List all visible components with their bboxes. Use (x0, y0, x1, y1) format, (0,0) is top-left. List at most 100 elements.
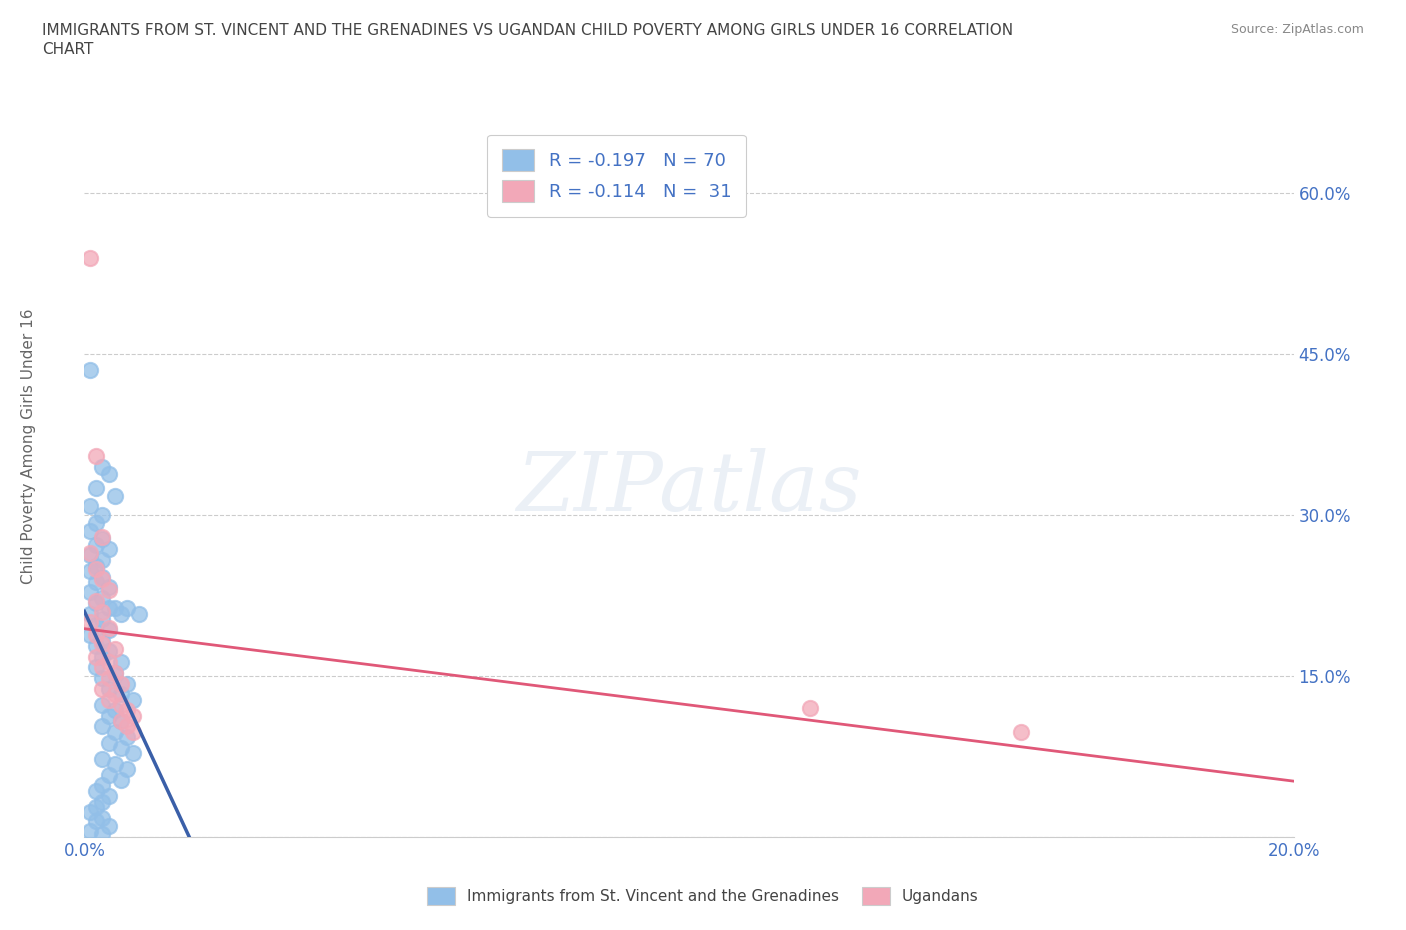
Point (97, 579, 120, 594)
Point (97, 622, 120, 637)
Point (97, 671, 120, 685)
Point (79, 564, 101, 578)
Point (97, 692, 120, 707)
Point (97, 644, 120, 658)
Point (86, 538, 108, 552)
Point (86, 574, 108, 589)
Point (115, 703, 138, 718)
Point (86, 558, 108, 573)
Point (91, 529, 114, 544)
Point (79, 250, 101, 265)
Point (79, 545, 101, 560)
Point (91, 778, 114, 793)
Point (97, 601, 120, 616)
Point (79, 606, 101, 621)
Point (91, 827, 114, 842)
Point (121, 746, 143, 761)
Point (86, 481, 108, 496)
Point (110, 698, 132, 712)
Point (97, 583, 120, 598)
Point (110, 606, 132, 621)
Point (110, 676, 132, 691)
Point (97, 818, 120, 833)
Point (97, 620, 120, 635)
Point (104, 724, 127, 739)
Point (86, 814, 108, 829)
Point (110, 773, 132, 788)
Point (91, 810, 114, 825)
Point (91, 649, 114, 664)
Point (86, 562, 108, 577)
Point (86, 595, 108, 610)
Point (86, 639, 108, 654)
Point (79, 363, 101, 378)
Point (104, 687, 127, 702)
Point (86, 628, 108, 643)
Point (104, 488, 127, 503)
Text: ZIPatlas: ZIPatlas (516, 448, 862, 528)
Point (86, 593, 108, 608)
Point (115, 676, 138, 691)
Point (91, 751, 114, 766)
Point (79, 823, 101, 838)
Legend: Immigrants from St. Vincent and the Grenadines, Ugandans: Immigrants from St. Vincent and the Gren… (420, 879, 986, 913)
Text: Source: ZipAtlas.com: Source: ZipAtlas.com (1230, 23, 1364, 36)
Point (79, 585, 101, 600)
Point (115, 719, 138, 734)
Point (86, 515, 108, 530)
Point (110, 655, 132, 670)
Point (799, 701, 821, 716)
Point (110, 740, 132, 755)
Point (121, 692, 143, 707)
Point (97, 682, 120, 697)
Point (104, 703, 127, 718)
Point (104, 757, 127, 772)
Point (91, 591, 114, 605)
Point (86, 448, 108, 463)
Point (91, 531, 114, 546)
Point (79, 615, 101, 630)
Point (91, 633, 114, 648)
Point (91, 719, 114, 734)
Point (91, 636, 114, 651)
Point (79, 499, 101, 514)
Point (79, 524, 101, 538)
Point (110, 687, 132, 702)
Point (91, 794, 114, 809)
Point (91, 671, 114, 685)
Point (91, 604, 114, 619)
Point (86, 660, 108, 675)
Point (121, 724, 143, 739)
Text: Child Poverty Among Girls Under 16: Child Poverty Among Girls Under 16 (21, 309, 35, 584)
Point (91, 682, 114, 697)
Point (91, 570, 114, 585)
Point (91, 508, 114, 523)
Point (115, 730, 138, 745)
Point (97, 767, 120, 782)
Point (121, 709, 143, 724)
Legend: R = -0.197   N = 70, R = -0.114   N =  31: R = -0.197 N = 70, R = -0.114 N = 31 (486, 135, 745, 217)
Point (97, 709, 120, 724)
Point (115, 762, 138, 777)
Point (97, 467, 120, 482)
Point (128, 606, 150, 621)
Point (104, 665, 127, 680)
Point (91, 698, 114, 712)
Point (86, 649, 108, 664)
Point (91, 552, 114, 567)
Point (86, 618, 108, 632)
Point (91, 612, 114, 627)
Point (110, 713, 132, 728)
Point (86, 783, 108, 798)
Text: IMMIGRANTS FROM ST. VINCENT AND THE GRENADINES VS UGANDAN CHILD POVERTY AMONG GI: IMMIGRANTS FROM ST. VINCENT AND THE GREN… (42, 23, 1014, 38)
Text: CHART: CHART (42, 42, 94, 57)
Point (97, 735, 120, 750)
Point (97, 655, 120, 670)
Point (104, 665, 127, 680)
Point (79, 804, 101, 819)
Point (110, 713, 132, 728)
Point (79, 628, 101, 643)
Point (104, 642, 127, 657)
Point (104, 601, 127, 616)
Point (79, 548, 101, 563)
